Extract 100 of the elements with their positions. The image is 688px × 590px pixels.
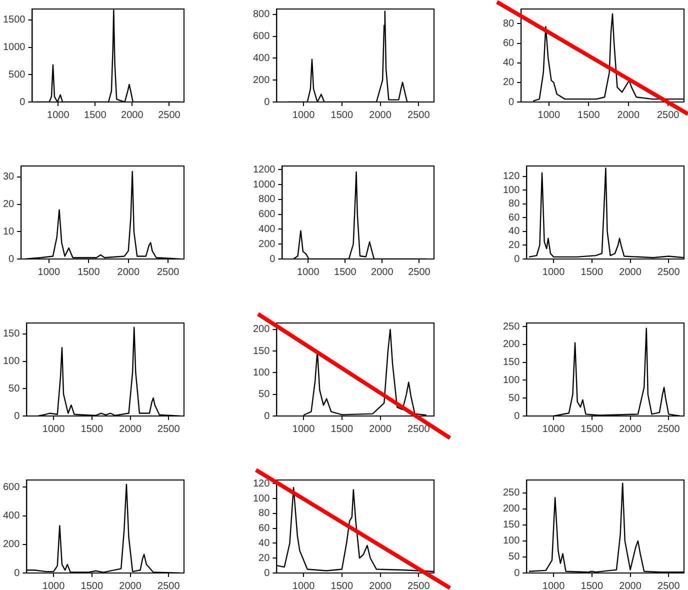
x-tick-label: 2500 (658, 266, 680, 278)
x-tick-label: 2000 (371, 266, 394, 278)
x-tick-label: 2000 (369, 424, 392, 435)
y-tick-label: 150 (252, 346, 270, 357)
y-tick-label: 80 (503, 18, 515, 30)
y-tick-label: 60 (508, 212, 520, 224)
x-tick-label: 2000 (369, 110, 392, 121)
y-tick-label: 120 (502, 171, 520, 182)
y-tick-label: 0 (270, 254, 276, 265)
y-tick-label: 100 (2, 356, 20, 368)
y-tick-label: 250 (502, 321, 520, 332)
y-tick-label: 150 (2, 328, 20, 340)
x-tick-label: 2500 (158, 580, 180, 590)
y-tick-label: 50 (258, 389, 270, 400)
x-tick-label: 2000 (619, 266, 642, 278)
y-tick-label: 200 (2, 539, 20, 550)
x-tick-label: 1500 (580, 424, 604, 435)
y-tick-label: 0 (508, 96, 515, 108)
y-tick-label: 40 (503, 58, 515, 69)
y-tick-label: 0 (514, 254, 520, 265)
y-tick-label: 1500 (2, 14, 26, 26)
y-tick-label: 600 (258, 209, 276, 220)
x-tick-label: 2500 (156, 266, 180, 278)
y-tick-label: 200 (258, 238, 276, 250)
y-tick-label: 0 (14, 568, 20, 579)
y-tick-label: 60 (503, 38, 515, 50)
x-tick-label: 2500 (658, 424, 680, 435)
y-tick-label: 1000 (252, 179, 276, 190)
x-tick-label: 1500 (80, 580, 104, 590)
x-tick-label: 2500 (158, 110, 181, 121)
x-tick-label: 2000 (117, 266, 140, 278)
x-tick-label: 1500 (330, 110, 354, 121)
x-tick-label: 2000 (619, 580, 642, 590)
x-tick-label: 2000 (119, 424, 142, 435)
y-tick-label: 100 (502, 374, 520, 386)
x-tick-label: 2500 (408, 266, 431, 278)
x-tick-label: 1000 (47, 110, 70, 121)
y-tick-label: 250 (502, 488, 520, 499)
y-tick-label: 800 (252, 9, 270, 20)
x-tick-label: 1000 (542, 580, 566, 590)
x-tick-label: 1000 (542, 266, 566, 278)
y-tick-label: 0 (264, 568, 270, 579)
y-tick-label: 40 (258, 538, 270, 549)
y-tick-label: 50 (508, 552, 520, 563)
y-tick-label: 0 (514, 568, 520, 579)
y-tick-label: 80 (258, 508, 270, 520)
y-tick-label: 20 (508, 240, 520, 251)
y-tick-label: 100 (252, 367, 270, 378)
y-tick-label: 400 (258, 224, 276, 235)
y-tick-label: 150 (502, 520, 520, 531)
x-tick-label: 2500 (408, 110, 430, 121)
x-tick-label: 2500 (658, 580, 680, 590)
x-tick-label: 2000 (619, 424, 642, 435)
x-tick-label: 2000 (617, 110, 640, 121)
x-tick-label: 1500 (84, 110, 107, 121)
y-tick-label: 0 (264, 96, 270, 108)
x-tick-label: 1500 (578, 110, 600, 121)
y-tick-label: 150 (502, 357, 520, 368)
x-tick-label: 1000 (42, 580, 66, 590)
y-tick-label: 600 (252, 31, 270, 42)
x-tick-label: 2000 (121, 110, 144, 121)
x-tick-label: 1000 (542, 424, 566, 435)
x-tick-label: 1500 (330, 580, 354, 590)
x-tick-label: 2000 (369, 580, 392, 590)
y-tick-label: 400 (2, 510, 20, 522)
y-tick-label: 500 (8, 69, 26, 80)
y-tick-label: 600 (2, 482, 20, 493)
x-tick-label: 1000 (297, 266, 320, 278)
y-tick-label: 100 (502, 536, 520, 547)
y-tick-label: 200 (502, 339, 520, 350)
y-tick-label: 0 (514, 410, 520, 422)
y-tick-label: 50 (8, 383, 20, 394)
y-tick-label: 20 (258, 552, 270, 564)
x-tick-label: 1000 (292, 424, 316, 435)
x-tick-label: 2500 (158, 424, 180, 435)
x-tick-label: 1500 (334, 266, 357, 278)
y-tick-label: 0 (8, 254, 15, 265)
y-tick-label: 400 (252, 52, 270, 64)
y-tick-label: 60 (258, 523, 270, 534)
y-tick-label: 50 (508, 392, 520, 404)
x-tick-label: 1500 (580, 266, 604, 278)
y-tick-label: 1000 (2, 42, 26, 54)
y-tick-label: 10 (3, 226, 15, 238)
x-tick-label: 1000 (538, 110, 560, 121)
x-tick-label: 1500 (80, 424, 104, 435)
y-tick-label: 0 (14, 410, 20, 422)
x-tick-label: 1000 (292, 110, 316, 121)
y-tick-label: 0 (264, 410, 270, 422)
x-tick-label: 1500 (330, 424, 354, 435)
x-tick-label: 1000 (292, 580, 316, 590)
y-tick-label: 800 (258, 194, 276, 206)
y-tick-label: 30 (3, 172, 15, 183)
y-tick-label: 0 (20, 96, 26, 108)
x-tick-label: 1000 (42, 424, 66, 435)
y-tick-label: 120 (252, 478, 270, 490)
y-tick-label: 200 (252, 324, 270, 336)
y-tick-label: 20 (503, 77, 515, 88)
x-tick-label: 2500 (408, 580, 430, 590)
y-tick-label: 20 (3, 199, 15, 210)
y-tick-label: 100 (252, 493, 270, 504)
